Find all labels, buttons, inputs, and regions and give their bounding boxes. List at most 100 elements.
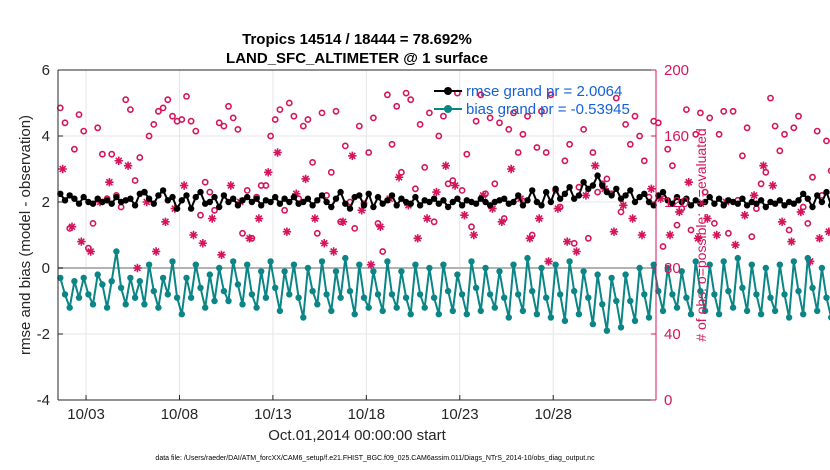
point-obs-possible bbox=[781, 130, 788, 138]
point-bias bbox=[482, 264, 489, 272]
point-bias bbox=[169, 258, 176, 265]
point-rmse bbox=[524, 197, 531, 204]
point-obs-evaluated bbox=[525, 234, 535, 243]
point-bias bbox=[365, 304, 372, 311]
point-obs-evaluated bbox=[506, 164, 516, 174]
point-obs-possible bbox=[332, 107, 340, 115]
point-bias bbox=[785, 314, 793, 321]
point-bias bbox=[771, 307, 779, 315]
point-bias bbox=[202, 304, 209, 311]
point-obs-evaluated bbox=[189, 230, 198, 240]
point-obs-possible bbox=[795, 112, 802, 120]
point-obs-possible bbox=[285, 99, 293, 107]
point-bias bbox=[599, 301, 606, 308]
point-obs-possible bbox=[584, 234, 592, 242]
point-obs-evaluated bbox=[357, 206, 366, 215]
point-rmse bbox=[216, 203, 223, 211]
point-obs-possible bbox=[341, 142, 349, 150]
point-obs-evaluated bbox=[254, 214, 264, 223]
point-rmse bbox=[337, 188, 344, 196]
point-bias bbox=[804, 254, 811, 262]
point-obs-possible bbox=[281, 206, 288, 214]
point-rmse bbox=[743, 202, 751, 209]
point-obs-possible bbox=[514, 149, 522, 156]
point-rmse bbox=[753, 200, 760, 207]
point-bias bbox=[131, 294, 139, 301]
point-bias bbox=[220, 287, 228, 295]
point-rmse bbox=[342, 200, 349, 207]
point-obs-possible bbox=[776, 147, 784, 155]
point-obs-possible bbox=[664, 145, 672, 153]
point-rmse bbox=[608, 192, 615, 199]
point-bias bbox=[145, 261, 153, 268]
point-obs-evaluated bbox=[535, 214, 544, 223]
point-bias bbox=[585, 294, 592, 301]
point-obs-possible bbox=[771, 122, 779, 130]
point-bias bbox=[800, 311, 807, 318]
point-rmse bbox=[599, 182, 606, 189]
chart-title: Tropics 14514 / 18444 = 78.692% bbox=[242, 31, 472, 48]
point-rmse bbox=[486, 202, 494, 209]
point-rmse bbox=[673, 193, 681, 201]
point-rmse bbox=[678, 198, 685, 206]
point-obs-possible bbox=[612, 94, 620, 102]
y-axis-right-ticks: 0 40 80 120 160 200 bbox=[651, 62, 689, 409]
point-rmse bbox=[225, 198, 232, 206]
point-obs-evaluated bbox=[647, 184, 656, 193]
point-obs-evaluated bbox=[432, 187, 441, 197]
point-obs-possible bbox=[739, 152, 746, 160]
point-rmse bbox=[818, 198, 826, 206]
point-bias bbox=[561, 317, 569, 324]
point-obs-possible bbox=[589, 149, 597, 156]
point-bias bbox=[244, 261, 251, 268]
point-obs-evaluated bbox=[497, 217, 507, 226]
point-bias bbox=[757, 311, 765, 318]
point-obs-possible bbox=[411, 185, 419, 193]
y-tick-label: 0 bbox=[42, 260, 50, 277]
point-bias bbox=[655, 287, 662, 295]
point-rmse bbox=[547, 198, 555, 206]
point-bias bbox=[444, 287, 452, 295]
point-bias bbox=[374, 291, 382, 298]
point-obs-possible bbox=[407, 96, 415, 104]
point-rmse bbox=[645, 198, 653, 206]
point-rmse bbox=[356, 192, 363, 199]
point-obs-possible bbox=[187, 117, 195, 125]
point-bias bbox=[388, 291, 396, 298]
point-obs-possible bbox=[239, 229, 246, 237]
legend-rmse-marker bbox=[444, 87, 452, 95]
point-rmse bbox=[244, 193, 251, 201]
point-obs-possible bbox=[687, 226, 695, 234]
point-bias bbox=[673, 304, 681, 311]
point-obs-evaluated bbox=[264, 168, 273, 177]
point-obs-evaluated bbox=[77, 237, 86, 246]
point-obs-evaluated bbox=[58, 164, 67, 174]
point-bias bbox=[337, 294, 344, 301]
y-tick-label: -4 bbox=[37, 392, 50, 409]
point-bias bbox=[524, 254, 531, 262]
point-rmse bbox=[566, 184, 573, 191]
point-bias bbox=[552, 261, 559, 268]
point-bias bbox=[71, 278, 78, 285]
point-obs-possible bbox=[809, 173, 816, 181]
point-bias bbox=[631, 317, 639, 324]
point-rmse bbox=[664, 197, 671, 204]
point-obs-evaluated bbox=[151, 247, 161, 256]
point-obs-possible bbox=[388, 140, 396, 148]
point-rmse bbox=[173, 205, 181, 212]
point-bias bbox=[342, 254, 349, 262]
point-obs-evaluated bbox=[563, 237, 572, 246]
point-obs-evaluated bbox=[394, 173, 404, 182]
point-bias bbox=[571, 287, 578, 295]
point-obs-possible bbox=[477, 91, 485, 99]
point-obs-possible bbox=[570, 239, 578, 247]
point-bias bbox=[412, 261, 419, 268]
y-tick-label: 6 bbox=[42, 62, 50, 79]
point-rmse bbox=[543, 188, 550, 196]
point-obs-evaluated bbox=[376, 222, 385, 231]
point-bias bbox=[762, 264, 769, 272]
point-bias bbox=[136, 278, 143, 285]
point-bias bbox=[276, 307, 284, 315]
point-obs-possible bbox=[159, 104, 167, 112]
point-rmse bbox=[75, 200, 83, 207]
